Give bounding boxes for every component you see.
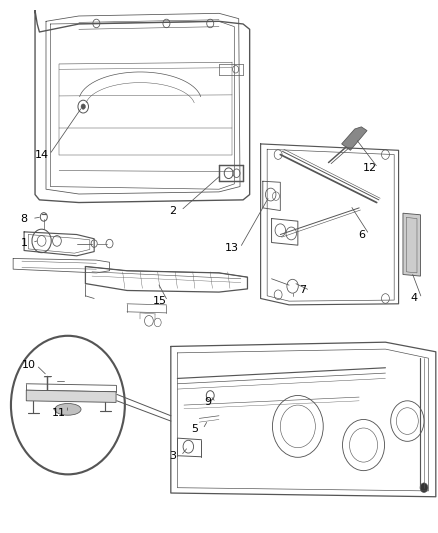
Circle shape	[420, 483, 428, 492]
Text: 5: 5	[191, 424, 198, 434]
Text: 11: 11	[52, 408, 66, 418]
Text: 4: 4	[410, 294, 417, 303]
Text: 13: 13	[225, 243, 239, 253]
Text: 1: 1	[21, 238, 28, 247]
Text: 6: 6	[358, 230, 365, 239]
Polygon shape	[26, 390, 116, 402]
Text: 3: 3	[170, 451, 177, 461]
Polygon shape	[403, 213, 420, 276]
Text: 12: 12	[363, 163, 377, 173]
Text: 7: 7	[299, 286, 306, 295]
Circle shape	[81, 104, 85, 109]
Text: 15: 15	[153, 296, 167, 306]
Circle shape	[13, 338, 123, 472]
Text: 8: 8	[21, 214, 28, 223]
Polygon shape	[342, 127, 367, 150]
Text: 10: 10	[21, 360, 35, 370]
Text: 2: 2	[170, 206, 177, 215]
Text: 14: 14	[35, 150, 49, 159]
Ellipse shape	[55, 403, 81, 415]
Text: 9: 9	[205, 398, 212, 407]
